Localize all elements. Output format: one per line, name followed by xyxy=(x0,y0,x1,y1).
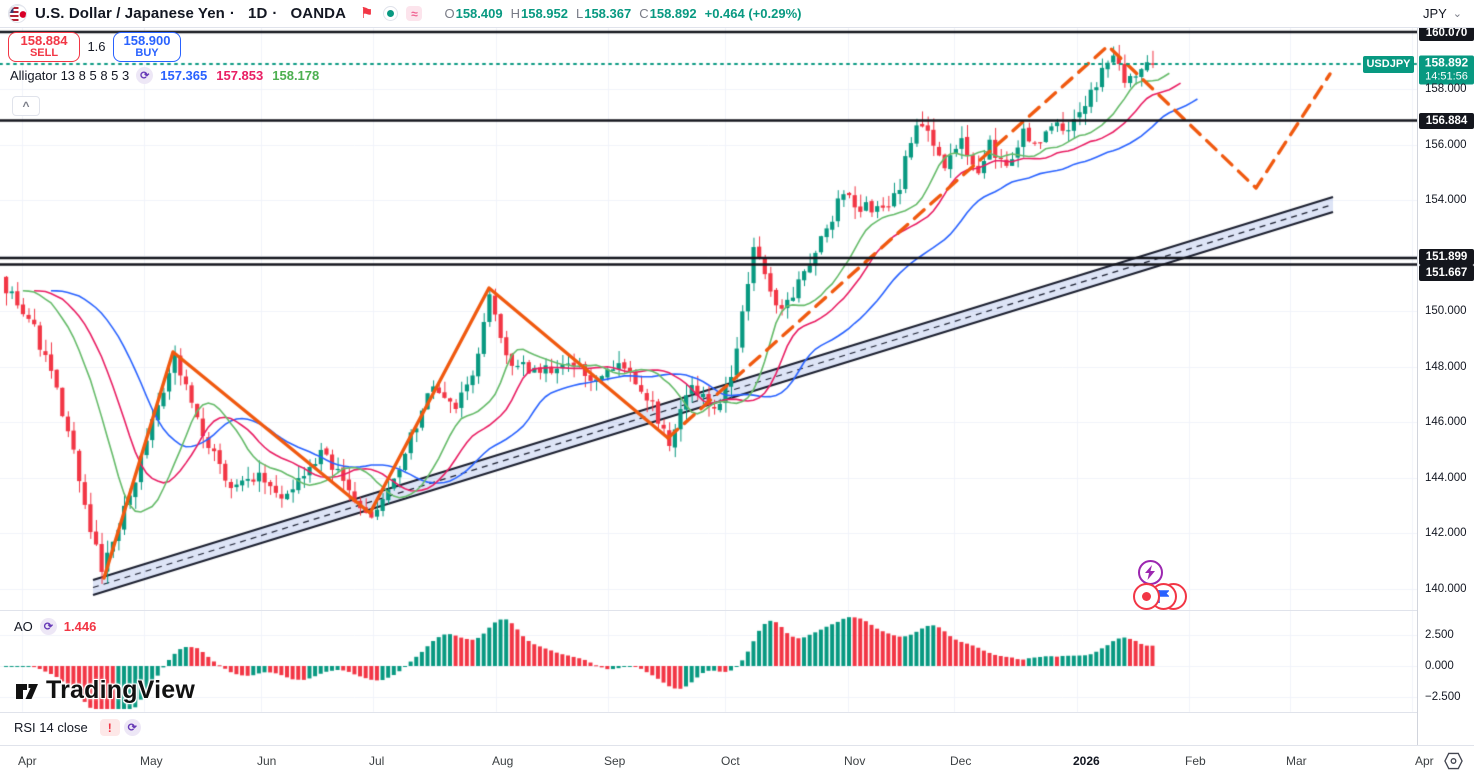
time-tick-label: Mar xyxy=(1286,754,1307,768)
event-marker-lightning-icon[interactable] xyxy=(1138,560,1163,585)
exchange-label[interactable]: OANDA xyxy=(290,5,347,22)
title-separator: · xyxy=(229,5,236,22)
timezone-settings-icon[interactable] xyxy=(1444,752,1463,774)
ao-legend: AO ⟳ 1.446 xyxy=(14,618,96,635)
time-tick-label: Aug xyxy=(492,754,514,768)
delayed-data-icon[interactable]: ≈ xyxy=(406,6,423,21)
chevron-down-icon: ⌄ xyxy=(1452,8,1462,20)
time-tick-label: Jun xyxy=(257,754,277,768)
bar-countdown: 14:51:56 xyxy=(1425,70,1468,83)
change-value: +0.464 (+0.29%) xyxy=(704,6,802,21)
pane-separator[interactable] xyxy=(0,610,1474,611)
rsi-label[interactable]: RSI 14 close xyxy=(14,720,88,735)
price-level-label: 151.899 xyxy=(1419,249,1474,265)
high-value: 158.952 xyxy=(520,6,568,21)
high-label: H xyxy=(510,6,520,21)
close-value: 158.892 xyxy=(649,6,697,21)
price-line-symbol-badge: USDJPY xyxy=(1363,56,1414,73)
ao-value: 1.446 xyxy=(63,619,97,634)
alligator-label[interactable]: Alligator 13 8 5 8 5 3 xyxy=(10,68,130,83)
price-tick-label: 140.000 xyxy=(1425,583,1467,595)
spread-value: 1.6 xyxy=(80,36,113,58)
time-tick-label: Sep xyxy=(604,754,626,768)
price-tick-label: −2.500 xyxy=(1425,691,1461,703)
price-tick-label: 142.000 xyxy=(1425,527,1467,539)
trade-widget: 158.884 SELL 1.6 158.900 BUY xyxy=(8,32,181,62)
time-tick-label: Nov xyxy=(844,754,866,768)
collapse-legend-button[interactable]: ^ xyxy=(12,96,40,116)
time-tick-label: Oct xyxy=(721,754,740,768)
ao-label[interactable]: AO xyxy=(14,619,33,634)
open-label: O xyxy=(444,6,455,21)
time-tick-label: May xyxy=(140,754,163,768)
warning-icon[interactable]: ! xyxy=(99,719,120,736)
timeframe-label[interactable]: 1D xyxy=(248,5,268,22)
last-price-value: 158.892 xyxy=(1424,55,1469,70)
alligator-legend: Alligator 13 8 5 8 5 3 ⟳ 157.365 157.853… xyxy=(10,67,319,84)
event-dot-circle-icon xyxy=(1133,583,1160,610)
close-label: C xyxy=(639,6,649,21)
title-separator: · xyxy=(272,5,278,22)
price-level-label: 156.884 xyxy=(1419,113,1474,129)
refresh-icon[interactable]: ⟳ xyxy=(123,719,141,736)
time-tick-label: Jul xyxy=(369,754,385,768)
symbol-title[interactable]: U.S. Dollar / Japanese Yen xyxy=(35,5,225,22)
price-tick-label: 2.500 xyxy=(1425,629,1454,641)
price-tick-label: 158.000 xyxy=(1425,83,1467,95)
buy-label: BUY xyxy=(135,47,159,60)
price-tick-label: 156.000 xyxy=(1425,139,1467,151)
price-tick-label: 148.000 xyxy=(1425,361,1467,373)
currency-selector[interactable]: JPY ⌄ xyxy=(1423,0,1462,27)
alligator-lips-value: 158.178 xyxy=(272,68,320,83)
chart-toolbar: U.S. Dollar / Japanese Yen · 1D · OANDA … xyxy=(0,0,1474,28)
alligator-teeth-value: 157.853 xyxy=(216,68,264,83)
rsi-legend: RSI 14 close ! ⟳ xyxy=(14,719,148,736)
sell-price: 158.884 xyxy=(20,33,68,49)
time-tick-label: Apr xyxy=(1415,754,1434,768)
price-level-label: 151.667 xyxy=(1419,265,1474,281)
last-price-label: 158.892 14:51:56 xyxy=(1419,55,1474,85)
price-level-label: 160.070 xyxy=(1419,28,1474,41)
event-marker-cluster-icon[interactable] xyxy=(1133,583,1187,611)
buy-price: 158.900 xyxy=(123,33,171,49)
open-value: 158.409 xyxy=(455,6,503,21)
price-tick-label: 146.000 xyxy=(1425,416,1467,428)
time-tick-label: 2026 xyxy=(1073,754,1100,768)
price-tick-label: 154.000 xyxy=(1425,194,1467,206)
time-tick-label: Feb xyxy=(1185,754,1206,768)
buy-button[interactable]: 158.900 BUY xyxy=(113,32,181,62)
low-label: L xyxy=(575,6,584,21)
price-tick-label: 0.000 xyxy=(1425,660,1454,672)
refresh-icon[interactable]: ⟳ xyxy=(39,618,57,635)
chart-canvas[interactable] xyxy=(0,28,1417,745)
pane-separator[interactable] xyxy=(0,712,1474,713)
low-value: 158.367 xyxy=(584,6,632,21)
refresh-icon[interactable]: ⟳ xyxy=(136,67,154,84)
sell-button[interactable]: 158.884 SELL xyxy=(8,32,80,62)
currency-selector-label: JPY xyxy=(1422,6,1447,21)
alligator-jaw-value: 157.365 xyxy=(160,68,208,83)
market-status-icon[interactable] xyxy=(383,6,399,21)
flagged-symbol-icon[interactable]: ⚑ xyxy=(360,5,374,22)
ohlc-readout: O 158.409 H 158.952 L 158.367 C 158.892 … xyxy=(436,6,801,21)
time-tick-label: Dec xyxy=(950,754,972,768)
price-tick-label: 150.000 xyxy=(1425,305,1467,317)
symbol-flag-icon xyxy=(8,4,27,23)
price-tick-label: 144.000 xyxy=(1425,472,1467,484)
price-scale[interactable]: 160.070 158.892 14:51:56 158.000 156.884 156.… xyxy=(1417,28,1474,745)
sell-label: SELL xyxy=(29,47,59,60)
time-axis[interactable]: Apr May Jun Jul Aug Sep Oct Nov Dec 2026 Feb Mar Apr xyxy=(0,745,1474,774)
time-tick-label: Apr xyxy=(18,754,37,768)
